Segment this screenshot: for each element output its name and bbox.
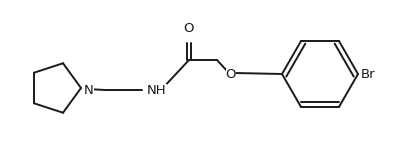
- Text: O: O: [226, 69, 236, 82]
- Text: O: O: [184, 22, 194, 35]
- Text: N: N: [84, 83, 94, 96]
- Text: NH: NH: [147, 83, 167, 96]
- Text: Br: Br: [361, 67, 376, 81]
